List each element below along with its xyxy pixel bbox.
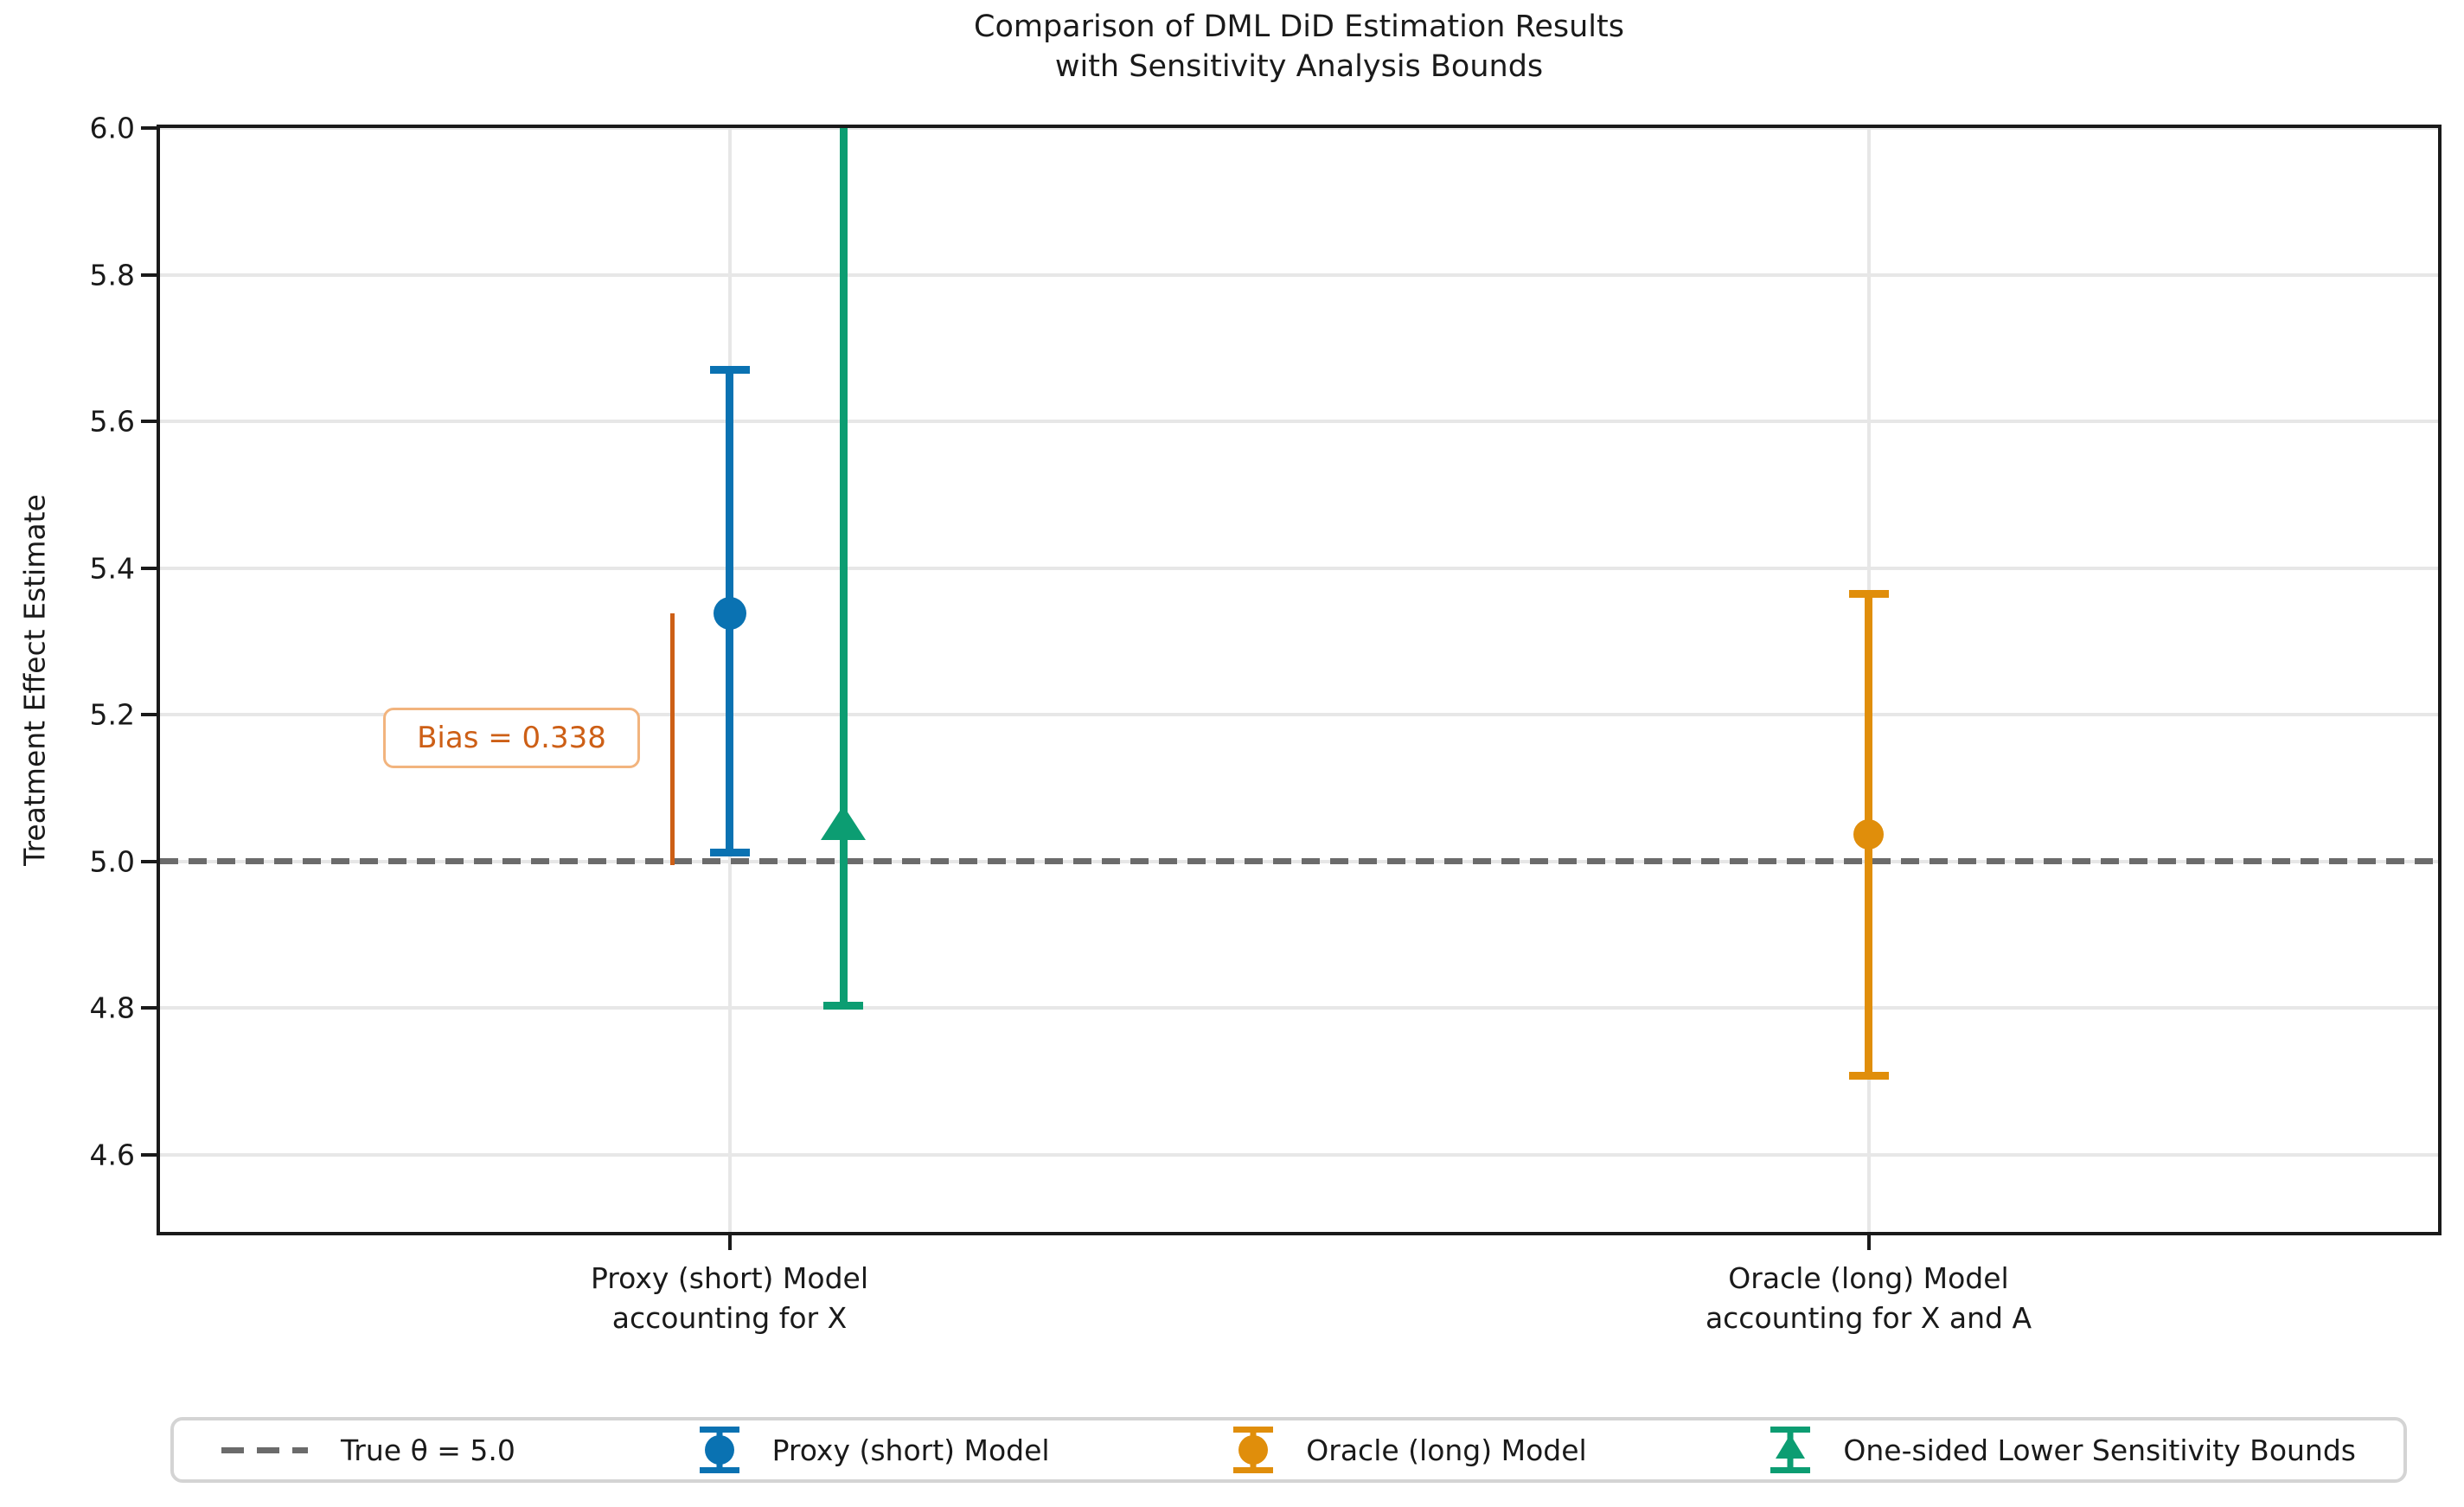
- plot-area: [160, 128, 2438, 1232]
- marker-sensitivity: [821, 805, 867, 840]
- y-tick-label: 5.2: [89, 697, 135, 732]
- legend-sample-circle: [1238, 1435, 1269, 1465]
- legend-sample-cap-top: [699, 1427, 739, 1433]
- y-tick: [141, 859, 160, 863]
- errorbar-stem-sensitivity: [839, 128, 848, 1006]
- errorbar-cap-upper-oracle: [1848, 589, 1889, 598]
- legend-label: Proxy (short) Model: [771, 1433, 1050, 1467]
- y-gridline: [160, 1006, 2438, 1010]
- legend-dashed-line-sample: [221, 1446, 308, 1453]
- errorbar-cap-lower-proxy: [709, 849, 750, 857]
- legend-item-2: Oracle (long) Model: [1233, 1427, 1587, 1473]
- y-gridline: [160, 273, 2438, 277]
- legend-item-3: One-sided Lower Sensitivity Bounds: [1770, 1427, 2356, 1473]
- x-tick-label: Oracle (long) Model accounting for X and …: [1706, 1259, 2032, 1338]
- axes-frame: [157, 125, 2442, 1235]
- marker-oracle: [1853, 818, 1884, 850]
- y-tick: [141, 1152, 160, 1157]
- marker-proxy: [713, 597, 746, 631]
- y-tick-label: 5.6: [89, 404, 135, 439]
- y-gridline: [160, 1152, 2438, 1157]
- legend-sample-triangle: [1776, 1434, 1806, 1459]
- y-tick: [141, 1006, 160, 1010]
- y-tick-label: 5.8: [89, 258, 135, 292]
- y-tick-label: 6.0: [89, 111, 135, 145]
- y-tick-label: 5.0: [89, 844, 135, 879]
- x-tick: [727, 1232, 732, 1250]
- legend-sample-cap-bottom: [699, 1467, 739, 1473]
- legend-sample-circle: [704, 1435, 734, 1465]
- legend-label: Oracle (long) Model: [1306, 1433, 1587, 1467]
- errorbar-cap-lower-oracle: [1848, 1071, 1889, 1080]
- errorbar-cap-upper-proxy: [709, 366, 750, 375]
- y-tick: [141, 713, 160, 717]
- x-tick-label-line2: accounting for X: [611, 1301, 848, 1335]
- true-theta-line: [160, 858, 2438, 865]
- chart-title-line1: Comparison of DML DiD Estimation Results: [974, 10, 1624, 44]
- chart-title: Comparison of DML DiD Estimation Results…: [974, 7, 1624, 87]
- legend-errorbar-sample: [699, 1427, 739, 1473]
- legend-item-1: Proxy (short) Model: [699, 1427, 1050, 1473]
- y-tick: [141, 273, 160, 277]
- legend-label: True θ = 5.0: [341, 1433, 515, 1467]
- legend-item-0: True θ = 5.0: [221, 1433, 515, 1467]
- legend: True θ = 5.0 Proxy (short) Model Oracle (l…: [170, 1417, 2407, 1483]
- y-axis-label: Treatment Effect Estimate: [17, 494, 52, 866]
- legend-sample-cap-top: [1770, 1427, 1811, 1433]
- legend-label: One-sided Lower Sensitivity Bounds: [1843, 1433, 2356, 1467]
- bias-indicator-line: [670, 613, 675, 865]
- x-tick: [1866, 1232, 1871, 1250]
- x-tick-label-line2: accounting for X and A: [1705, 1301, 2032, 1335]
- y-gridline: [160, 128, 2438, 130]
- y-gridline: [160, 713, 2438, 717]
- x-tick-label: Proxy (short) Model accounting for X: [591, 1259, 868, 1338]
- y-tick-label: 4.6: [89, 1138, 135, 1172]
- legend-sample-cap-bottom: [1233, 1467, 1274, 1473]
- errorbar-cap-lower-sensitivity: [823, 1002, 864, 1010]
- legend-errorbar-sample: [1233, 1427, 1274, 1473]
- y-gridline: [160, 566, 2438, 570]
- y-tick: [141, 126, 160, 130]
- y-tick-label: 5.4: [89, 551, 135, 586]
- y-tick-label: 4.8: [89, 991, 135, 1025]
- chart-title-line2: with Sensitivity Analysis Bounds: [1054, 49, 1544, 84]
- bias-annotation: Bias = 0.338: [383, 708, 640, 768]
- y-gridline: [160, 420, 2438, 424]
- legend-errorbar-sample: [1770, 1427, 1811, 1473]
- y-tick: [141, 420, 160, 424]
- x-tick-label-line1: Proxy (short) Model: [590, 1261, 869, 1295]
- y-tick: [141, 566, 160, 570]
- x-tick-label-line1: Oracle (long) Model: [1728, 1261, 2009, 1295]
- legend-sample-cap-top: [1233, 1427, 1274, 1433]
- legend-sample-cap-bottom: [1770, 1467, 1811, 1473]
